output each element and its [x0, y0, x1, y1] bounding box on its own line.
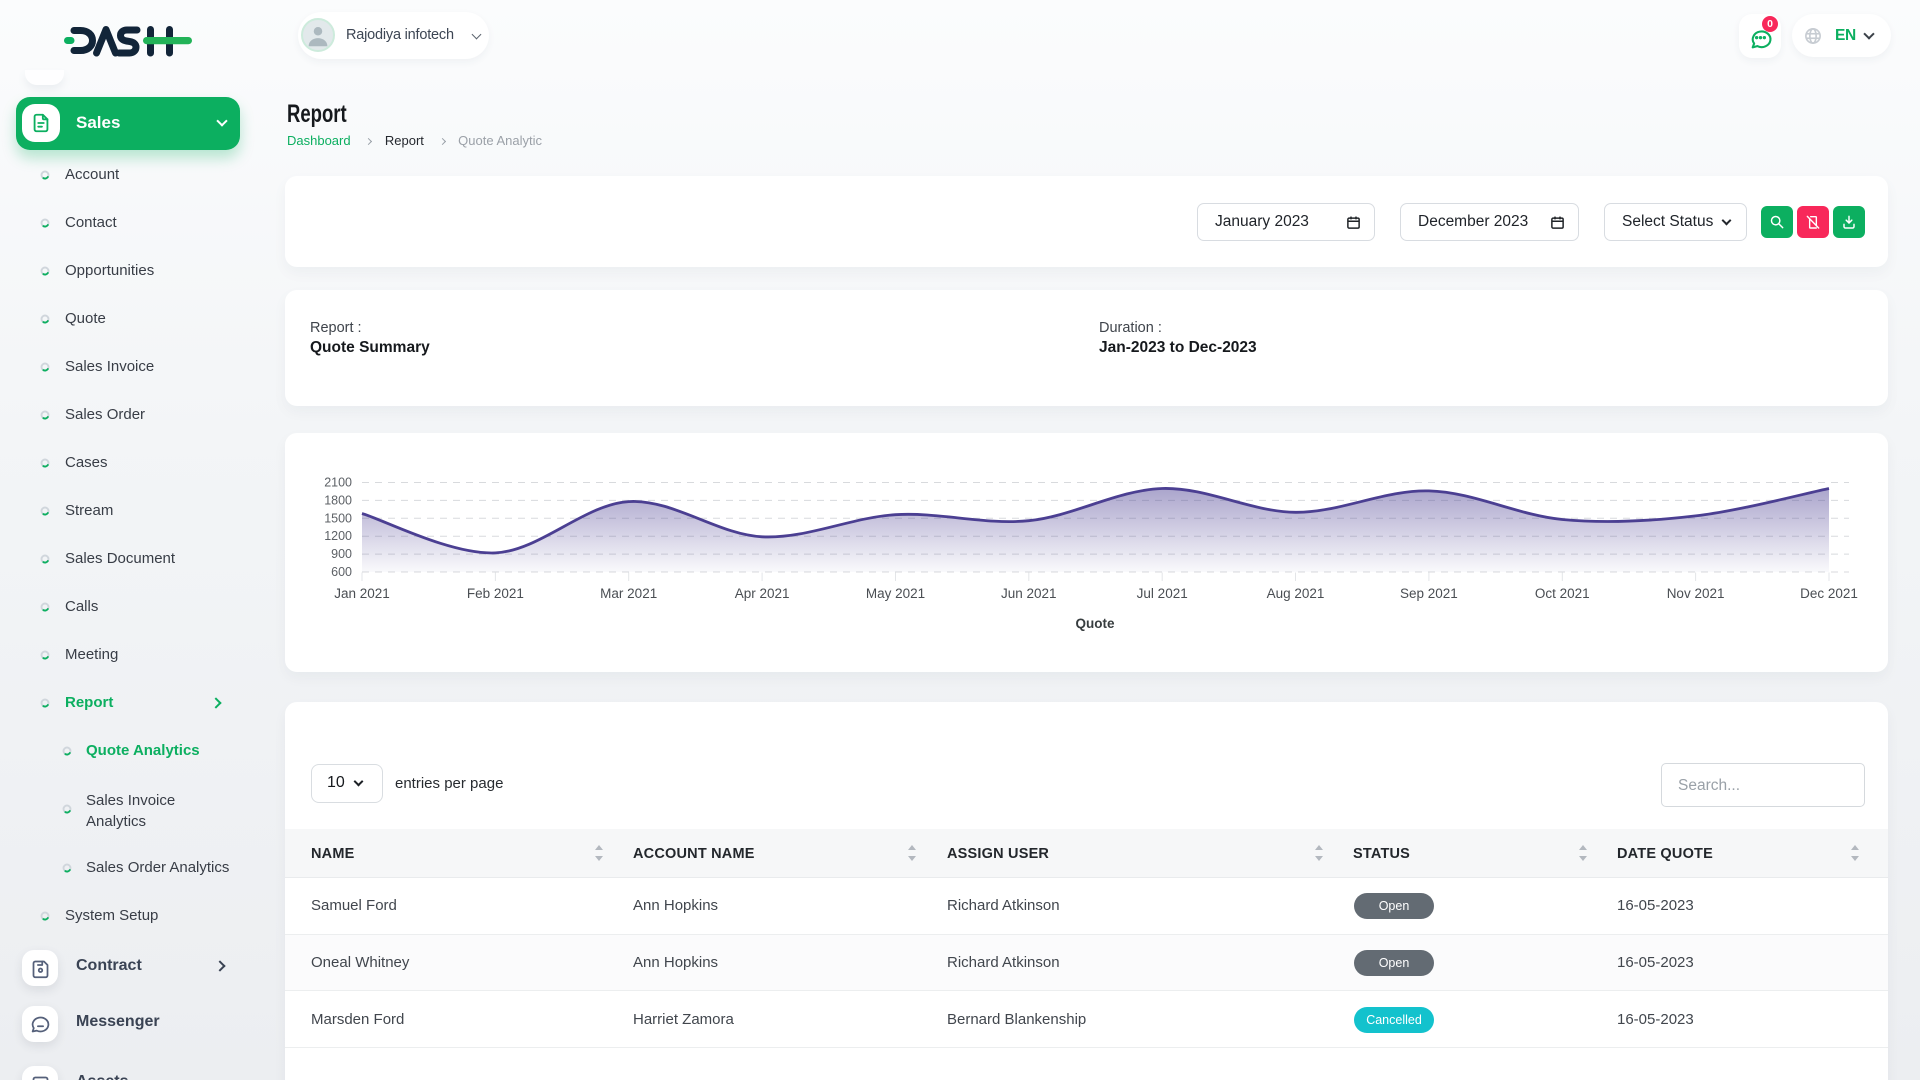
svg-text:Oct 2021: Oct 2021: [1535, 586, 1590, 601]
svg-text:Nov 2021: Nov 2021: [1667, 586, 1725, 601]
svg-text:600: 600: [331, 565, 352, 579]
svg-text:1200: 1200: [324, 529, 352, 543]
svg-text:Jul 2021: Jul 2021: [1137, 586, 1188, 601]
svg-text:Sep 2021: Sep 2021: [1400, 586, 1458, 601]
svg-text:Aug 2021: Aug 2021: [1267, 586, 1325, 601]
svg-text:May 2021: May 2021: [866, 586, 925, 601]
svg-text:Apr 2021: Apr 2021: [735, 586, 790, 601]
svg-text:Feb 2021: Feb 2021: [467, 586, 524, 601]
svg-text:1500: 1500: [324, 511, 352, 525]
svg-text:Dec 2021: Dec 2021: [1800, 586, 1858, 601]
svg-text:1800: 1800: [324, 493, 352, 507]
svg-text:Mar 2021: Mar 2021: [600, 586, 657, 601]
svg-text:900: 900: [331, 547, 352, 561]
svg-text:Jun 2021: Jun 2021: [1001, 586, 1057, 601]
svg-text:Jan 2021: Jan 2021: [334, 586, 390, 601]
svg-text:2100: 2100: [324, 476, 352, 490]
svg-text:Quote: Quote: [1076, 616, 1115, 631]
